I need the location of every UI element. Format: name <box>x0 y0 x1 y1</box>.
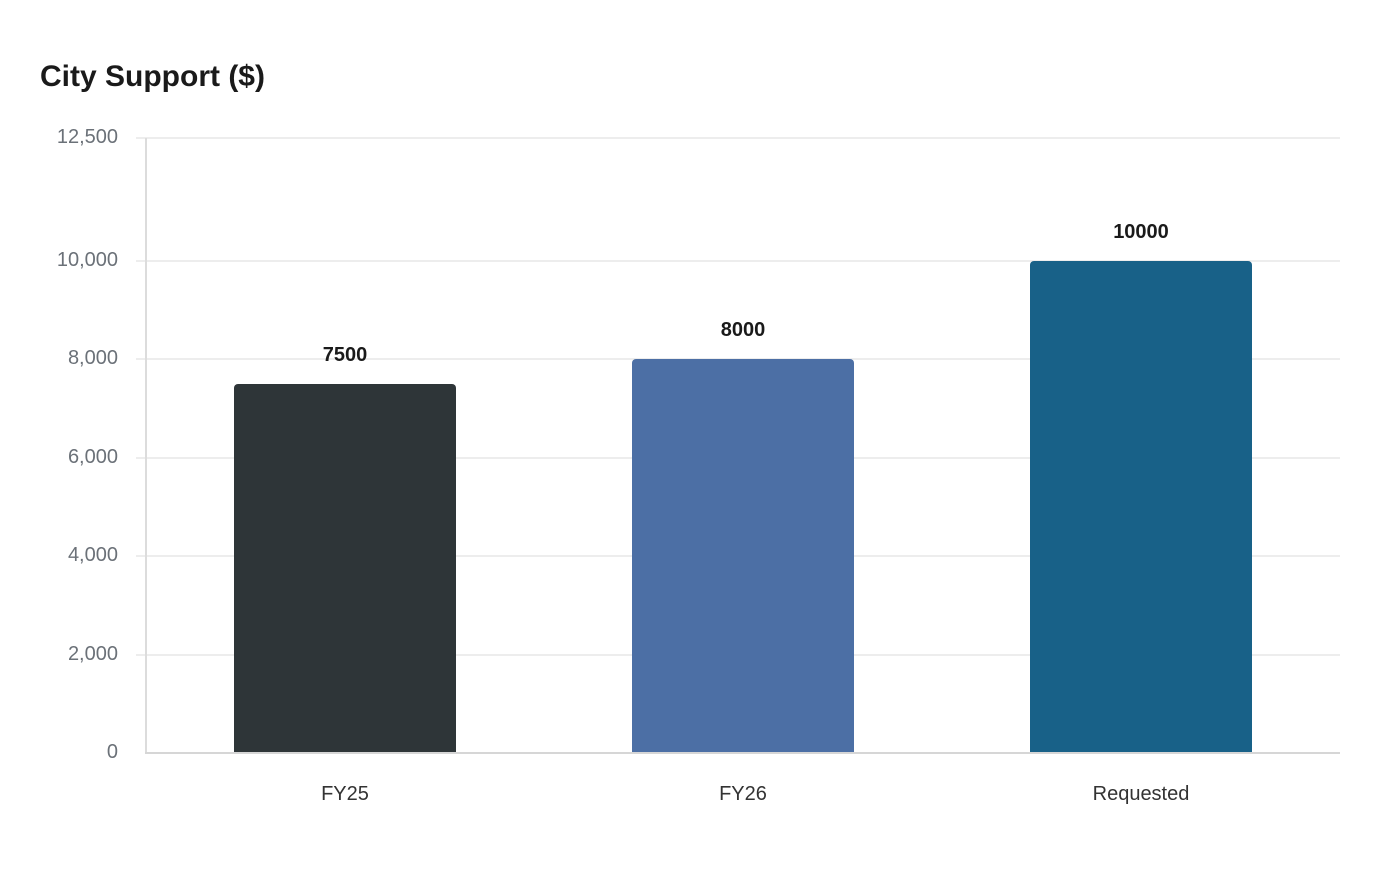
bar-value-label: 7500 <box>322 344 368 366</box>
y-tick-label: 10,000 <box>56 249 118 271</box>
x-tick-label: FY25 <box>321 783 369 805</box>
y-tick-label: 0 <box>106 741 118 763</box>
bar-fy26 <box>632 359 854 753</box>
y-tick-label: 12,500 <box>56 126 118 148</box>
bar-value-label: 10000 <box>1113 221 1169 243</box>
y-tick-label: 6,000 <box>67 445 118 468</box>
bar-fy25 <box>234 384 456 753</box>
x-tick-label: Requested <box>1092 783 1190 805</box>
bar-value-label: 8000 <box>720 319 766 342</box>
y-axis-line <box>145 138 147 754</box>
bar-requested <box>1030 261 1252 753</box>
x-axis-line <box>145 752 1340 754</box>
y-tick-label: 4,000 <box>67 544 118 567</box>
chart-title: City Support ($) <box>40 60 265 93</box>
gridline <box>136 260 1340 262</box>
y-tick-label: 2,000 <box>67 642 118 665</box>
y-tick-label: 8,000 <box>67 347 118 370</box>
gridline <box>136 137 1340 139</box>
x-tick-label: FY26 <box>719 783 767 805</box>
